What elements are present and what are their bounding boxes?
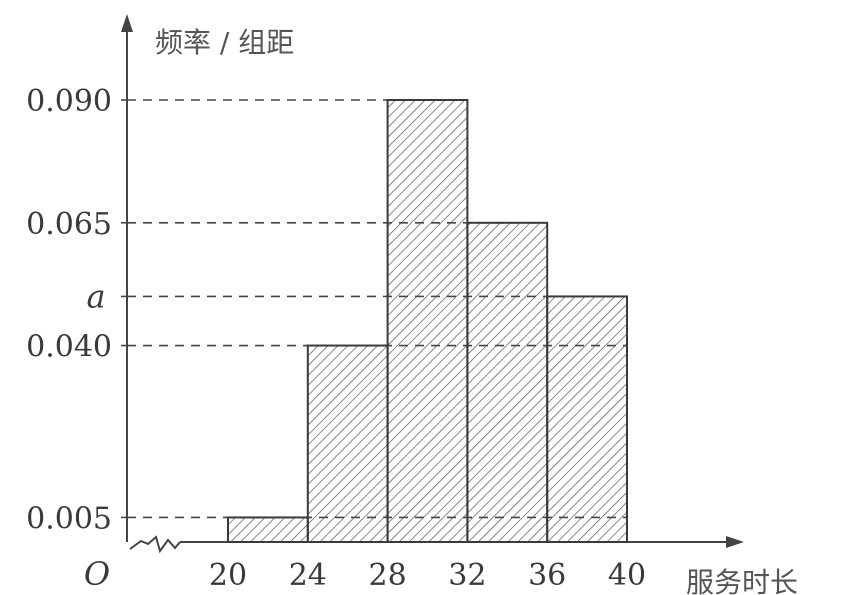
- x-tick-label-36: 36: [528, 558, 566, 593]
- histogram-bar-32-36: [466, 221, 549, 543]
- y-tick-label-3: 0.065: [26, 207, 112, 242]
- origin-label: O: [84, 555, 110, 593]
- x-tick-label-32: 32: [448, 558, 486, 593]
- y-tick-label-4: 0.090: [26, 84, 112, 119]
- y-axis-arrow: [121, 14, 133, 32]
- y-tick-label-2: a: [86, 277, 105, 315]
- x-axis-title: 服务时长: [686, 566, 798, 595]
- histogram-bar-28-32: [386, 99, 469, 543]
- y-axis-title: 频率 / 组距: [155, 26, 294, 59]
- x-axis-arrow: [726, 536, 744, 548]
- x-tick-label-40: 40: [608, 558, 646, 593]
- histogram-bar-20-24: [227, 516, 309, 544]
- histogram-bar-24-28: [306, 344, 389, 543]
- y-tick-label-0: 0.005: [26, 501, 112, 536]
- x-tick-label-20: 20: [209, 558, 247, 593]
- x-tick-label-28: 28: [369, 558, 407, 593]
- x-tick-label-24: 24: [289, 558, 327, 593]
- y-tick-label-1: 0.040: [26, 330, 112, 365]
- histogram-bar-36-40: [546, 295, 629, 544]
- axis-break-mark: [129, 535, 181, 554]
